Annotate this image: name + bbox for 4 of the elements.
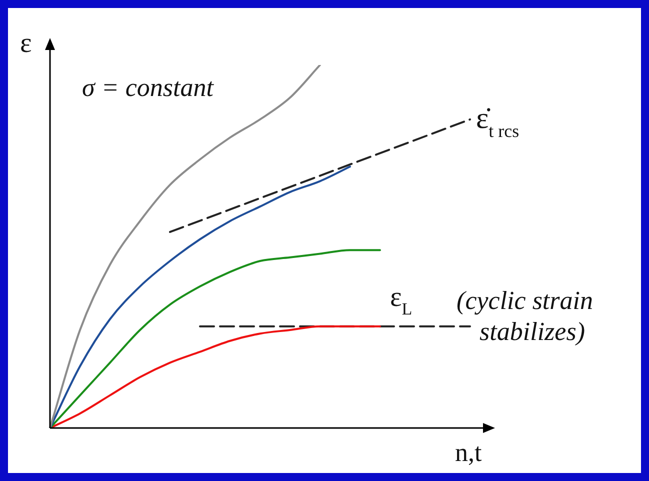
x-axis-title: n,t	[455, 438, 482, 467]
annotation: (cyclic strain stabilizes)	[456, 286, 593, 346]
y-axis-title: ε	[20, 28, 32, 59]
annotation: σ = constant	[82, 73, 214, 102]
